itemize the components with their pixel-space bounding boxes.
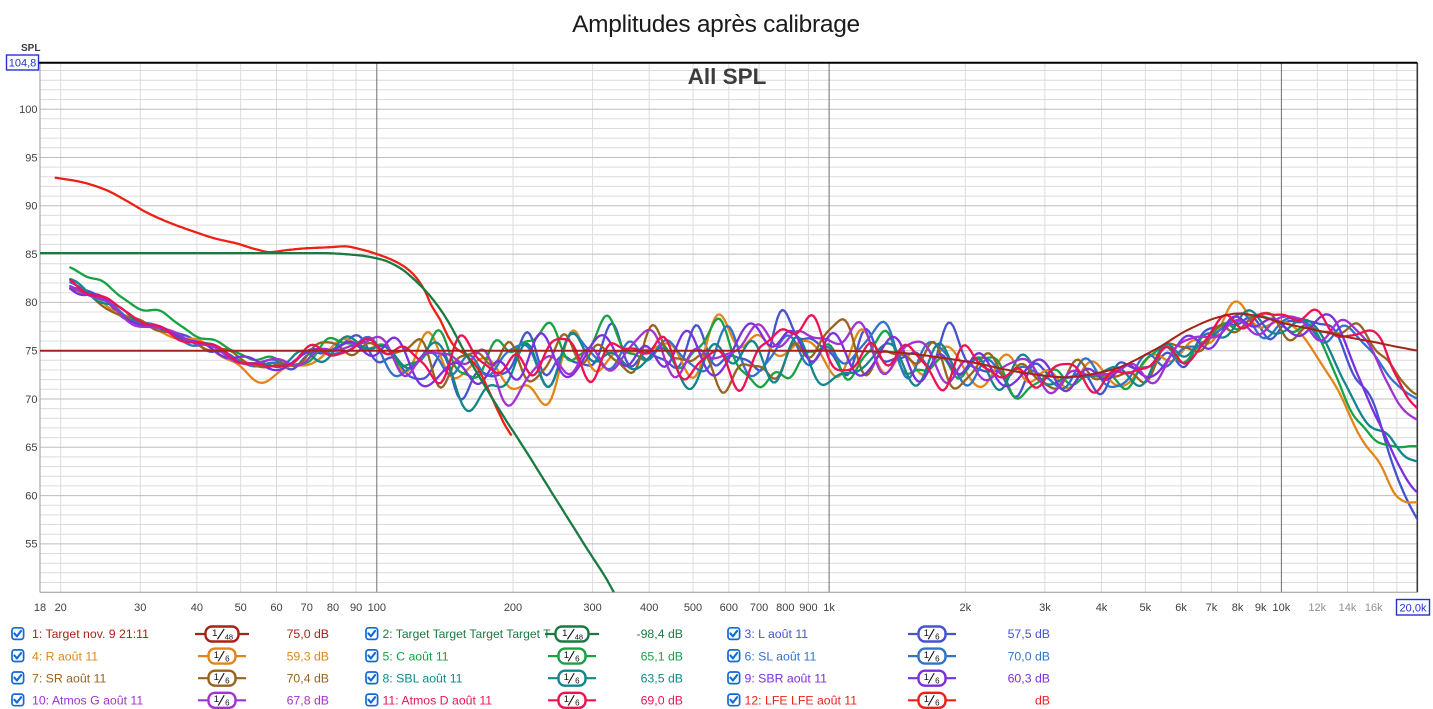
svg-text:Amplitudes après calibrage: Amplitudes après calibrage: [572, 11, 860, 38]
svg-text:1: 1: [564, 694, 569, 705]
svg-text:12: LFE LFE août 11: 12: LFE LFE août 11: [745, 694, 858, 708]
svg-text:7k: 7k: [1206, 602, 1218, 614]
svg-text:63,5 dB: 63,5 dB: [641, 671, 683, 685]
svg-text:1: 1: [924, 650, 929, 661]
svg-text:69,0 dB: 69,0 dB: [641, 694, 683, 708]
svg-text:16k: 16k: [1365, 602, 1383, 614]
svg-text:18: 18: [34, 602, 46, 614]
svg-text:10k: 10k: [1273, 602, 1291, 614]
svg-text:4k: 4k: [1096, 602, 1108, 614]
svg-text:300: 300: [583, 602, 601, 614]
svg-text:1: 1: [212, 628, 217, 639]
svg-text:40: 40: [191, 602, 203, 614]
svg-text:800: 800: [776, 602, 794, 614]
svg-text:6: 6: [225, 654, 230, 663]
svg-text:SPL: SPL: [21, 43, 40, 54]
svg-text:104,8: 104,8: [9, 58, 37, 70]
svg-text:-98,4 dB: -98,4 dB: [637, 627, 684, 641]
svg-text:59,3 dB: 59,3 dB: [287, 649, 329, 663]
svg-text:2k: 2k: [959, 602, 971, 614]
svg-text:80: 80: [25, 297, 37, 309]
svg-text:1: 1: [564, 650, 569, 661]
svg-text:1k: 1k: [823, 602, 835, 614]
svg-text:700: 700: [750, 602, 768, 614]
svg-text:90: 90: [350, 602, 362, 614]
svg-text:3: L août 11: 3: L août 11: [745, 627, 809, 641]
svg-text:67,8 dB: 67,8 dB: [287, 694, 329, 708]
svg-text:1: 1: [924, 628, 929, 639]
svg-text:5: C août 11: 5: C août 11: [383, 649, 449, 663]
svg-text:600: 600: [720, 602, 738, 614]
svg-text:6: 6: [225, 699, 230, 708]
svg-text:6: 6: [575, 699, 580, 708]
svg-text:48: 48: [575, 632, 583, 641]
svg-text:3k: 3k: [1039, 602, 1051, 614]
svg-text:65,1 dB: 65,1 dB: [641, 649, 683, 663]
svg-text:14k: 14k: [1339, 602, 1357, 614]
svg-text:5k: 5k: [1139, 602, 1151, 614]
svg-text:8: SBL août 11: 8: SBL août 11: [383, 671, 463, 685]
svg-text:70: 70: [301, 602, 313, 614]
svg-text:6: 6: [575, 654, 580, 663]
svg-text:1: 1: [924, 672, 929, 683]
svg-text:6k: 6k: [1175, 602, 1187, 614]
svg-text:85: 85: [25, 249, 37, 261]
svg-text:65: 65: [25, 442, 37, 454]
svg-text:60: 60: [270, 602, 282, 614]
svg-text:7: SR août 11: 7: SR août 11: [32, 671, 106, 685]
svg-text:75,0 dB: 75,0 dB: [287, 627, 329, 641]
svg-text:10: Atmos G août 11: 10: Atmos G août 11: [32, 694, 143, 708]
svg-text:50: 50: [235, 602, 247, 614]
svg-text:75: 75: [25, 346, 37, 358]
svg-text:70: 70: [25, 394, 37, 406]
svg-text:55: 55: [25, 539, 37, 551]
svg-text:6: 6: [935, 699, 940, 708]
svg-text:100: 100: [19, 104, 37, 116]
svg-text:60,3 dB: 60,3 dB: [1008, 671, 1050, 685]
svg-text:70,0 dB: 70,0 dB: [1008, 649, 1050, 663]
svg-text:8k: 8k: [1232, 602, 1244, 614]
svg-text:400: 400: [640, 602, 658, 614]
svg-text:900: 900: [799, 602, 817, 614]
svg-text:48: 48: [225, 632, 233, 641]
svg-text:6: 6: [935, 654, 940, 663]
svg-text:12k: 12k: [1308, 602, 1326, 614]
svg-text:dB: dB: [1035, 694, 1050, 708]
svg-text:1: 1: [214, 650, 219, 661]
svg-text:20: 20: [55, 602, 67, 614]
svg-text:2: Target Target Target Target: 2: Target Target Target Target T: [383, 627, 551, 641]
svg-text:1: Target nov. 9 21:11: 1: Target nov. 9 21:11: [32, 627, 149, 641]
svg-text:4: R août 11: 4: R août 11: [32, 649, 98, 663]
svg-text:6: SL août 11: 6: SL août 11: [745, 649, 817, 663]
svg-text:30: 30: [134, 602, 146, 614]
svg-text:6: 6: [225, 677, 230, 686]
svg-text:70,4 dB: 70,4 dB: [287, 671, 329, 685]
svg-text:20,0k: 20,0k: [1400, 603, 1427, 615]
svg-text:200: 200: [504, 602, 522, 614]
svg-text:1: 1: [214, 694, 219, 705]
svg-text:100: 100: [368, 602, 386, 614]
svg-text:80: 80: [327, 602, 339, 614]
svg-text:All SPL: All SPL: [688, 64, 767, 89]
svg-text:60: 60: [25, 490, 37, 502]
svg-text:11: Atmos D août 11: 11: Atmos D août 11: [383, 694, 493, 708]
svg-text:1: 1: [564, 672, 569, 683]
svg-text:1: 1: [562, 628, 567, 639]
svg-text:6: 6: [935, 677, 940, 686]
svg-text:1: 1: [214, 672, 219, 683]
svg-text:57,5 dB: 57,5 dB: [1008, 627, 1050, 641]
svg-text:95: 95: [25, 152, 37, 164]
svg-text:9: SBR août 11: 9: SBR août 11: [745, 671, 828, 685]
svg-text:500: 500: [684, 602, 702, 614]
svg-text:6: 6: [935, 632, 940, 641]
svg-text:9k: 9k: [1255, 602, 1267, 614]
svg-text:90: 90: [25, 201, 37, 213]
svg-text:6: 6: [575, 677, 580, 686]
svg-text:1: 1: [924, 694, 929, 705]
